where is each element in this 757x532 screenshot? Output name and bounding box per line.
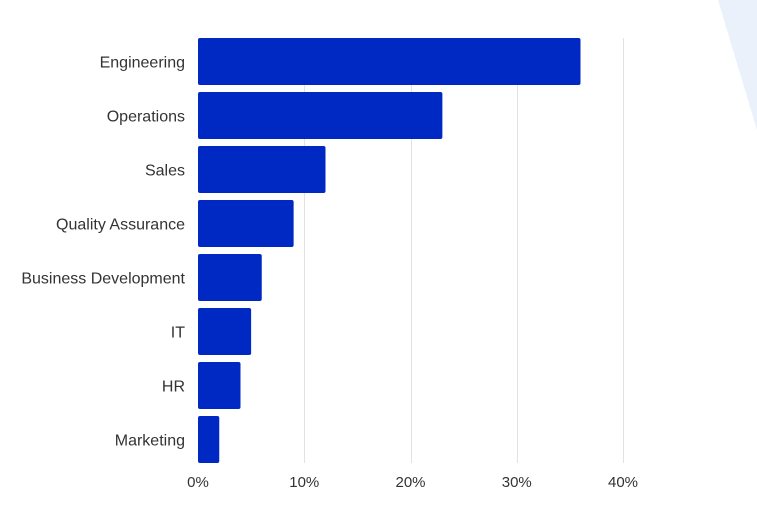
tick-label-10: 10% xyxy=(289,474,319,491)
bar-it xyxy=(198,308,252,355)
tick-label-30: 30% xyxy=(502,474,532,491)
bars xyxy=(198,38,581,463)
category-label-it: IT xyxy=(171,325,185,342)
tick-label-40: 40% xyxy=(608,474,638,491)
bar-engineering xyxy=(198,38,581,85)
category-labels: Engineering Operations Sales Quality Assura… xyxy=(21,55,185,450)
tick-label-0: 0% xyxy=(187,474,209,491)
bar-quality-assurance xyxy=(198,200,294,247)
category-label-quality-assurance: Quality Assurance xyxy=(56,217,185,234)
category-label-marketing: Marketing xyxy=(115,433,185,450)
bar-marketing xyxy=(198,416,220,463)
category-label-hr: HR xyxy=(162,379,185,396)
bar-business-development xyxy=(198,254,262,301)
x-axis-tick-labels: 0% 10% 20% 30% 40% xyxy=(187,474,638,491)
tick-label-20: 20% xyxy=(395,474,425,491)
category-label-business-development: Business Development xyxy=(21,271,185,288)
category-label-operations: Operations xyxy=(107,109,185,126)
bar-operations xyxy=(198,92,443,139)
bar-sales xyxy=(198,146,326,193)
corner-decoration xyxy=(718,0,757,130)
bar-hr xyxy=(198,362,241,409)
category-label-engineering: Engineering xyxy=(100,55,185,72)
category-label-sales: Sales xyxy=(145,163,185,180)
